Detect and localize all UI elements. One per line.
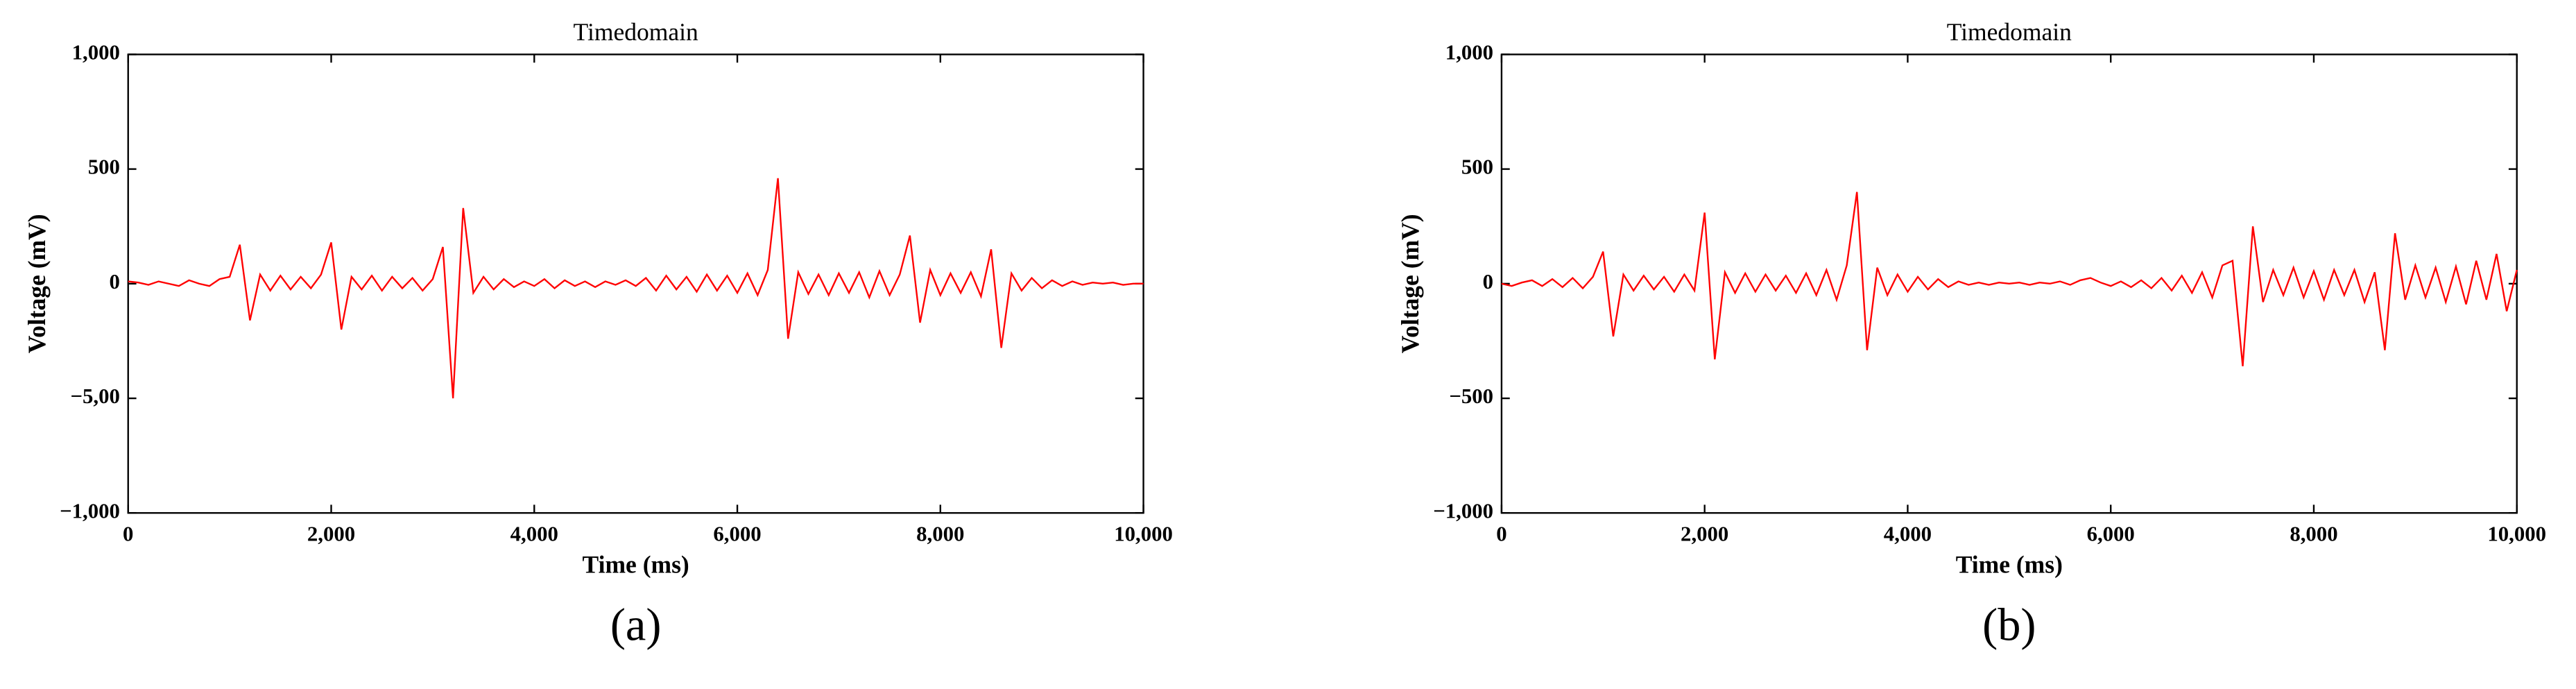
- y-axis-label: Voltage (mV): [1396, 214, 1424, 353]
- signal-line: [128, 178, 1144, 399]
- x-tick-label: 4,000: [510, 522, 558, 546]
- panel-label: (a): [610, 600, 662, 651]
- x-tick-label: 10,000: [2487, 522, 2546, 546]
- plot-frame: [127, 53, 1144, 514]
- x-tick-label: 4,000: [1884, 522, 1932, 546]
- y-tick-label: −500: [1449, 384, 1493, 408]
- chart-title: Timedomain: [574, 18, 698, 46]
- x-tick-label: 10,000: [1114, 522, 1173, 546]
- x-axis-label: Time (ms): [1956, 551, 2063, 579]
- x-tick-label: 6,000: [713, 522, 761, 546]
- y-tick-label: 1,000: [1445, 41, 1493, 65]
- y-axis-label: Voltage (mV): [23, 214, 51, 353]
- y-tick-label: 0: [1483, 270, 1493, 294]
- y-tick-label: 500: [1461, 155, 1493, 179]
- x-tick-label: 8,000: [916, 522, 964, 546]
- x-tick-label: 8,000: [2290, 522, 2337, 546]
- x-tick-label: 0: [123, 522, 133, 546]
- y-tick-label: −1,000: [1433, 499, 1493, 522]
- x-tick-label: 0: [1496, 522, 1506, 546]
- x-tick-label: 2,000: [1681, 522, 1728, 546]
- signal-line: [1501, 192, 2518, 366]
- y-tick-label: 500: [88, 155, 120, 179]
- x-tick-label: 2,000: [307, 522, 355, 546]
- y-tick-label: −5,00: [70, 384, 119, 408]
- y-tick-label: −1,000: [60, 499, 120, 522]
- y-tick-label: 0: [110, 270, 120, 294]
- x-axis-label: Time (ms): [583, 551, 689, 579]
- y-tick-label: 1,000: [72, 41, 120, 65]
- x-tick-label: 6,000: [2087, 522, 2135, 546]
- panel-label: (b): [1982, 600, 2036, 651]
- chart-title: Timedomain: [1947, 18, 2072, 46]
